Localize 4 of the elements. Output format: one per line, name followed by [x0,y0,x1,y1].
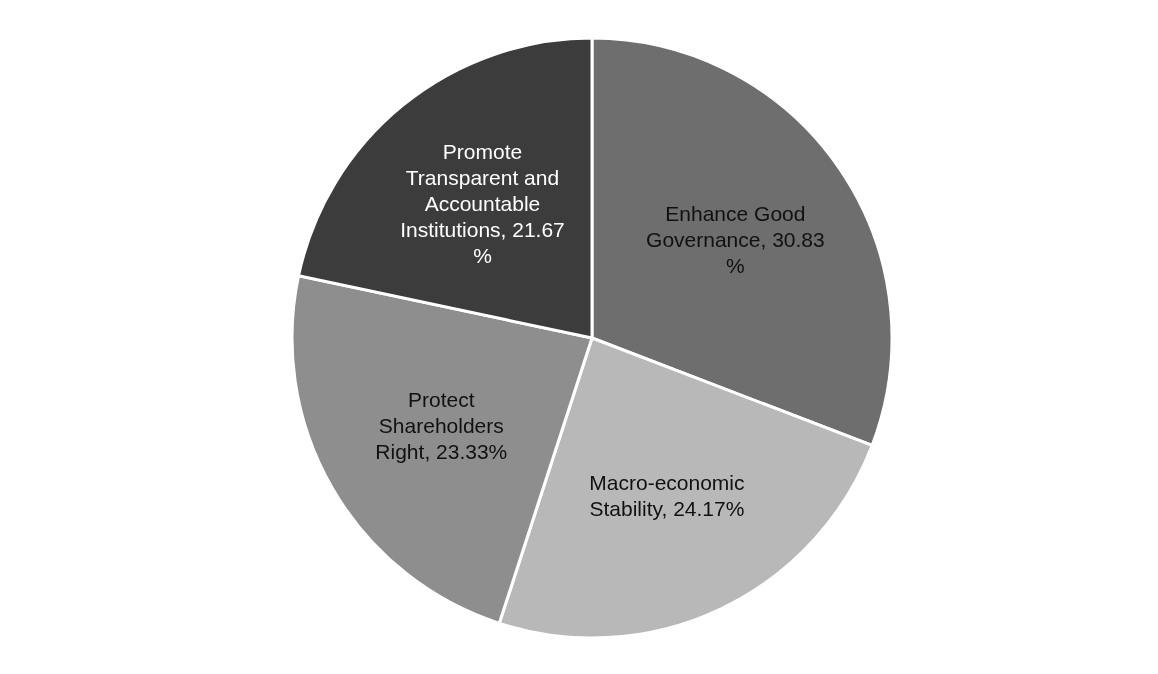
slice-label: Enhance Good Governance, 30.83 % [646,201,825,277]
slice-label: Protect Shareholders Right, 23.33% [375,387,508,463]
slice-label: Promote Transparent and Accountable Institutions, 21.67 % [400,139,565,267]
slice-label: Macro-economic Stability, 24.17% [589,470,745,520]
